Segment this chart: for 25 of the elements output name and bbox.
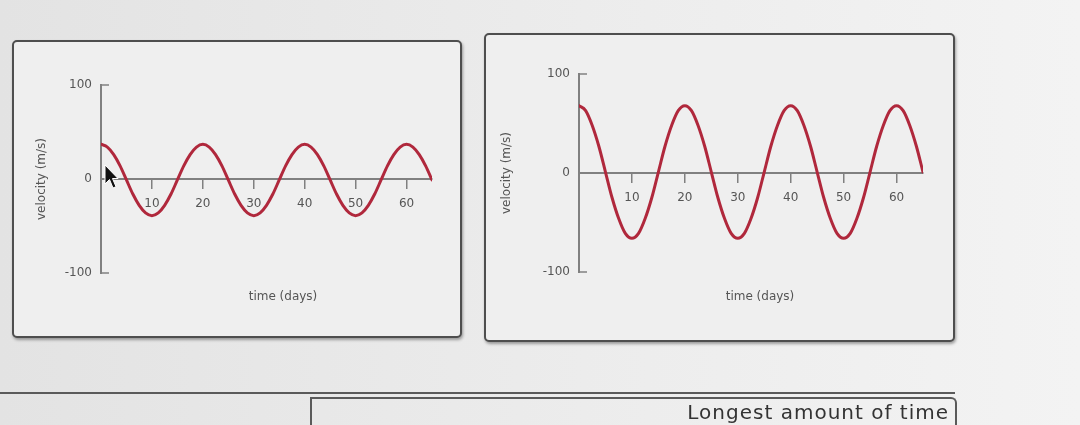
x-tick-label: 30 <box>246 196 262 211</box>
y-tick-label: -100 <box>542 264 570 279</box>
x-tick-label: 60 <box>888 190 905 205</box>
x-tick-label: 40 <box>297 196 313 211</box>
y-axis-title: velocity (m/s) <box>499 131 514 215</box>
x-tick-label: 60 <box>398 196 415 211</box>
y-tick-label: 100 <box>69 77 92 92</box>
y-tick-label: 100 <box>547 66 570 81</box>
x-tick-label: 20 <box>677 190 693 205</box>
y-tick-label: 0 <box>562 165 570 180</box>
x-tick-label: 10 <box>624 190 640 205</box>
line-series <box>579 104 923 240</box>
x-tick-label: 10 <box>144 196 160 211</box>
y-tick-label: 0 <box>84 171 92 186</box>
x-tick-label: 50 <box>347 196 364 211</box>
text: Longest amount of time <box>687 400 949 424</box>
line-series <box>101 142 432 218</box>
x-axis-title: time (days) <box>724 289 796 303</box>
x-tick-label: 40 <box>783 190 799 205</box>
x-axis-title: time (days) <box>247 289 319 303</box>
y-axis-title: velocity (m/s) <box>34 137 49 221</box>
x-tick-label: 50 <box>835 190 852 205</box>
x-tick-label: 20 <box>195 196 211 211</box>
y-tick-label: -100 <box>64 265 92 280</box>
x-tick-label: 30 <box>730 190 746 205</box>
